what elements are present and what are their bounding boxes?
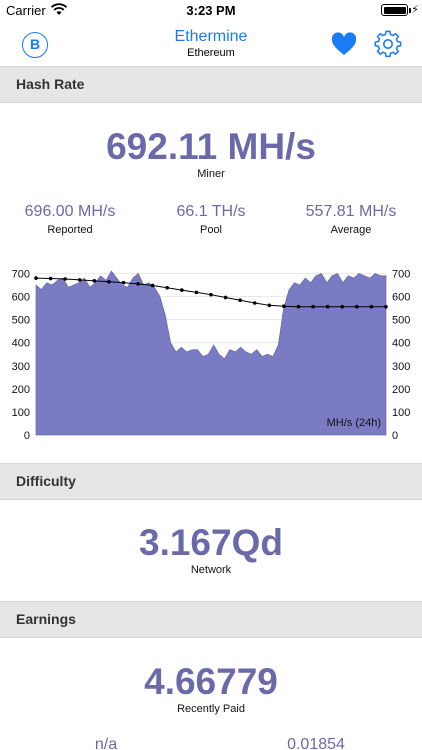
charging-icon: ⚡ — [411, 4, 419, 16]
y-tick-label-left: 700 — [12, 268, 30, 280]
average-point — [223, 295, 228, 300]
miner-label: Miner — [197, 168, 225, 180]
average-point — [296, 304, 301, 309]
average-point — [252, 301, 257, 305]
battery-tip — [409, 8, 411, 13]
wifi-icon — [50, 3, 68, 15]
earnings-title: Earnings — [16, 611, 76, 627]
average-point — [121, 280, 126, 285]
average-value: 557.81 MH/s — [305, 203, 397, 220]
carrier-label: Carrier — [6, 3, 46, 18]
y-tick-label-right: 700 — [392, 268, 410, 280]
y-tick-label-left: 100 — [12, 407, 30, 419]
network-label: Network — [190, 564, 232, 576]
average-point — [150, 283, 155, 288]
pool-stat: 66.1 TH/s Pool — [141, 203, 281, 236]
average-stat: 557.81 MH/s Average — [281, 203, 421, 236]
average-point — [180, 288, 184, 292]
average-point — [384, 304, 388, 309]
coin-select-button[interactable]: B — [22, 32, 48, 58]
earnings-header: Earnings — [0, 601, 422, 638]
average-point — [238, 298, 242, 303]
y-tick-label-left: 600 — [12, 292, 30, 304]
earnings-stat-right: 0.01854 — [246, 736, 386, 750]
difficulty-header: Difficulty — [0, 463, 422, 500]
y-tick-label-right: 0 — [392, 430, 398, 442]
average-point — [165, 285, 170, 290]
hashrate-chart: 0 100 200 300 400 500 600 700 0 100 200 300 400 500 6… — [12, 268, 411, 442]
battery-icon — [381, 4, 408, 16]
earnings-stat-left: n/a — [36, 736, 176, 750]
average-point — [107, 279, 111, 284]
average-point — [267, 303, 272, 308]
average-point — [77, 278, 82, 282]
favorite-heart-icon[interactable] — [331, 32, 357, 58]
average-point — [34, 276, 38, 280]
y-tick-label-left: 300 — [12, 361, 30, 373]
average-point — [136, 282, 140, 286]
settings-gear-icon[interactable] — [374, 30, 402, 58]
average-point — [48, 276, 53, 281]
network-difficulty-value: 3.167Qd — [139, 522, 283, 563]
pool-value: 66.1 TH/s — [176, 203, 246, 220]
y-tick-label-left: 0 — [24, 430, 30, 442]
chart-unit-label: MH/s (24h) — [327, 417, 381, 429]
difficulty-title: Difficulty — [16, 473, 76, 489]
y-tick-label-left: 200 — [12, 384, 30, 396]
average-point — [355, 304, 359, 309]
status-bar: Carrier 3:23 PM ⚡ — [0, 0, 422, 22]
right-axis-ticks: 0 100 200 300 400 500 600 700 — [392, 268, 410, 442]
y-tick-label-right: 300 — [392, 361, 410, 373]
average-point — [63, 277, 67, 281]
y-tick-label-right: 400 — [392, 338, 410, 350]
navigation-bar: B Ethermine Ethereum — [0, 22, 422, 66]
hashrate-area — [35, 270, 387, 436]
average-point — [369, 304, 374, 309]
y-tick-label-left: 400 — [12, 338, 30, 350]
recently-paid-label: Recently Paid — [177, 703, 245, 715]
hash-rate-header: Hash Rate — [0, 66, 422, 103]
y-tick-label-right: 100 — [392, 407, 410, 419]
hash-rate-title: Hash Rate — [16, 76, 85, 92]
coin-subtitle: Ethereum — [187, 47, 235, 59]
average-point — [325, 304, 330, 309]
left-axis-ticks: 0 100 200 300 400 500 600 700 — [12, 268, 30, 442]
average-label: Average — [330, 224, 372, 236]
earnings-stat-left-value: n/a — [94, 736, 118, 750]
average-point — [194, 290, 199, 295]
average-point — [311, 304, 315, 309]
reported-label: Reported — [47, 224, 93, 236]
average-point — [92, 279, 97, 283]
y-tick-label-right: 500 — [392, 315, 410, 327]
pool-title: Ethermine — [174, 28, 248, 45]
reported-stat: 696.00 MH/s Reported — [0, 203, 140, 236]
average-point — [282, 304, 286, 309]
miner-hashrate-value: 692.11 MH/s — [106, 126, 316, 167]
recently-paid-value: 4.66779 — [144, 661, 278, 702]
y-tick-label-left: 500 — [12, 315, 30, 327]
y-tick-label-right: 200 — [392, 384, 410, 396]
pool-label: Pool — [199, 224, 223, 236]
earnings-stat-right-value: 0.01854 — [287, 736, 345, 750]
average-points — [34, 276, 388, 309]
y-tick-label-right: 600 — [392, 292, 410, 304]
average-point — [340, 304, 345, 309]
clock: 3:23 PM — [186, 3, 236, 18]
average-point — [209, 292, 213, 297]
reported-value: 696.00 MH/s — [24, 203, 116, 220]
